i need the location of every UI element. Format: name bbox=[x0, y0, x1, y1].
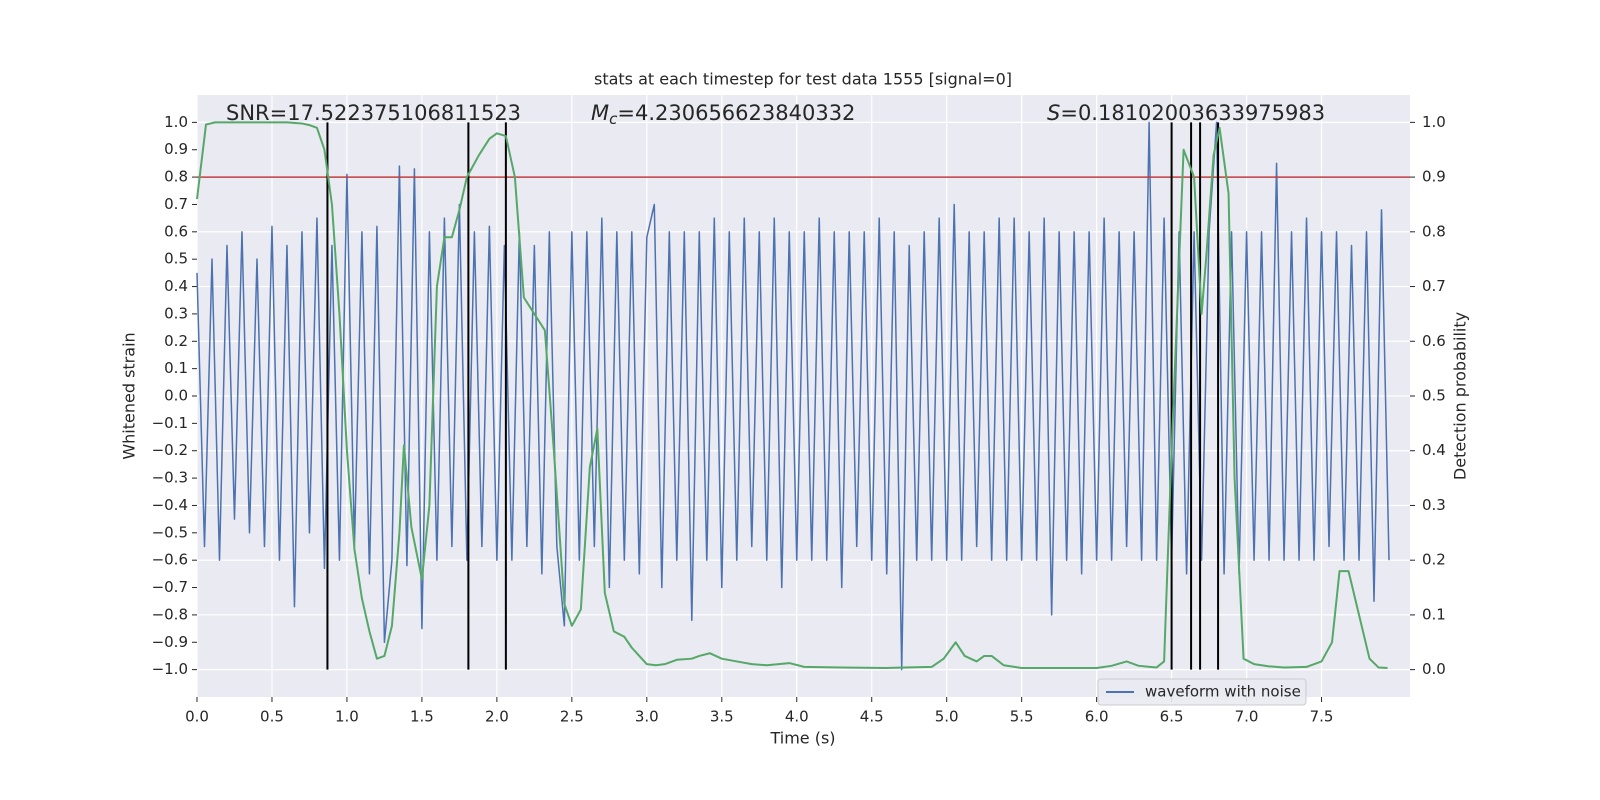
y-tick-label: 0.4 bbox=[164, 277, 188, 295]
x-tick-label: 4.5 bbox=[860, 708, 884, 726]
y-tick-label: −0.1 bbox=[152, 414, 188, 432]
y-tick-label: −0.4 bbox=[152, 496, 188, 514]
y-tick-label: −0.9 bbox=[152, 633, 188, 651]
x-tick-label: 0.5 bbox=[260, 708, 284, 726]
x-tick-label: 4.0 bbox=[785, 708, 809, 726]
y2-tick-label: 0.6 bbox=[1422, 332, 1446, 350]
y2-tick-label: 0.1 bbox=[1422, 605, 1446, 623]
y-tick-label: −0.6 bbox=[152, 551, 188, 569]
y2-tick-label: 0.9 bbox=[1422, 168, 1446, 186]
x-tick-label: 1.0 bbox=[335, 708, 359, 726]
y2-tick-label: 0.4 bbox=[1422, 441, 1446, 459]
y2-tick-label: 0.8 bbox=[1422, 222, 1446, 240]
x-tick-label: 2.0 bbox=[485, 708, 509, 726]
y-axis-label: Whitened strain bbox=[120, 332, 139, 459]
y2-tick-label: 0.0 bbox=[1422, 660, 1446, 678]
x-tick-label: 0.0 bbox=[185, 708, 209, 726]
y-tick-label: 1.0 bbox=[164, 113, 188, 131]
y-tick-label: 0.2 bbox=[164, 332, 188, 350]
x-tick-label: 2.5 bbox=[560, 708, 584, 726]
y-tick-label: 0.7 bbox=[164, 195, 188, 213]
annotation-symbol: M bbox=[591, 101, 609, 125]
y-tick-label: 0.8 bbox=[164, 168, 188, 186]
x-axis-label: Time (s) bbox=[769, 729, 835, 748]
x-tick-label: 1.5 bbox=[410, 708, 434, 726]
y-tick-label: −0.5 bbox=[152, 523, 188, 541]
x-tick-label: 6.5 bbox=[1160, 708, 1184, 726]
y-tick-label: 0.0 bbox=[164, 387, 188, 405]
y-tick-label: −0.2 bbox=[152, 441, 188, 459]
y-tick-label: 0.1 bbox=[164, 359, 188, 377]
y-tick-label: 0.6 bbox=[164, 222, 188, 240]
annotation: SNR=17.522375106811523 bbox=[226, 101, 521, 125]
y2-tick-label: 1.0 bbox=[1422, 113, 1446, 131]
annotation-text: =4.230656623840332 bbox=[617, 101, 855, 125]
legend-label: waveform with noise bbox=[1145, 683, 1301, 701]
y-tick-label: −0.7 bbox=[152, 578, 188, 596]
y2-axis-label: Detection probability bbox=[1451, 312, 1470, 480]
annotation: S=0.18102003633975983 bbox=[1047, 101, 1325, 125]
y-tick-label: 0.9 bbox=[164, 140, 188, 158]
x-tick-label: 3.0 bbox=[635, 708, 659, 726]
probability-line bbox=[196, 121, 1388, 669]
y-tick-label: −0.8 bbox=[152, 605, 188, 623]
y2-tick-label: 0.2 bbox=[1422, 551, 1446, 569]
annotation-text: SNR=17.522375106811523 bbox=[226, 101, 521, 125]
legend-box bbox=[1097, 678, 1307, 706]
annotation-subscript: c bbox=[609, 110, 618, 128]
x-tick-label: 3.5 bbox=[710, 708, 734, 726]
x-tick-label: 5.0 bbox=[935, 708, 959, 726]
y2-tick-label: 0.3 bbox=[1422, 496, 1446, 514]
annotation-text: =0.18102003633975983 bbox=[1060, 101, 1325, 125]
y2-tick-label: 0.5 bbox=[1422, 387, 1446, 405]
y-tick-label: 0.3 bbox=[164, 304, 188, 322]
y2-tick-label: 0.7 bbox=[1422, 277, 1446, 295]
annotation-symbol: S bbox=[1047, 101, 1060, 125]
x-tick-label: 7.5 bbox=[1310, 708, 1334, 726]
annotation: Mc=4.230656623840332 bbox=[591, 101, 855, 128]
x-tick-label: 5.5 bbox=[1010, 708, 1034, 726]
y-tick-label: 0.5 bbox=[164, 250, 188, 268]
y-tick-label: −1.0 bbox=[152, 660, 188, 678]
x-tick-label: 7.0 bbox=[1235, 708, 1259, 726]
y-tick-label: −0.3 bbox=[152, 469, 188, 487]
chart-title: stats at each timestep for test data 155… bbox=[594, 70, 1012, 89]
x-tick-label: 6.0 bbox=[1085, 708, 1109, 726]
